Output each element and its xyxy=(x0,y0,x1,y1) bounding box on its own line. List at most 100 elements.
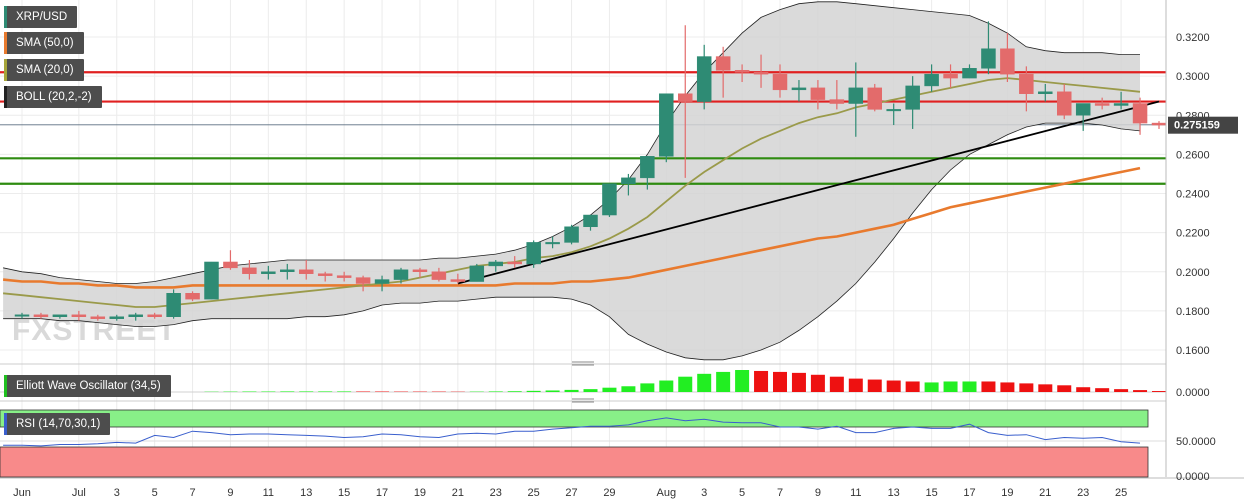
candle-6 xyxy=(128,312,143,321)
ewo-bar-49 xyxy=(943,381,958,392)
candle-body-48 xyxy=(924,73,939,87)
legend-label-ewo: Elliott Wave Oscillator (34,5) xyxy=(16,380,161,392)
x-tick-21: 11 xyxy=(850,487,861,499)
legend-sma20[interactable]: SMA (20,0) xyxy=(4,59,84,81)
legend-xrpusd[interactable]: XRP/USD xyxy=(4,6,78,28)
candle-body-57 xyxy=(1094,103,1110,106)
ewo-bar-54 xyxy=(1038,384,1053,392)
candle-51 xyxy=(981,21,996,75)
legend-ewo[interactable]: Elliott Wave Oscillator (34,5) xyxy=(4,375,171,397)
candle-14 xyxy=(280,263,295,280)
ewo-bar-26 xyxy=(507,391,522,392)
candle-5 xyxy=(109,314,124,321)
ewo-bar-29 xyxy=(564,389,579,392)
x-tick-24: 17 xyxy=(963,487,975,499)
legend-rsi[interactable]: RSI (14,70,30,1) xyxy=(4,413,111,435)
candle-body-38 xyxy=(734,70,750,73)
candle-47 xyxy=(905,76,920,129)
candle-body-35 xyxy=(678,93,693,102)
candle-body-47 xyxy=(905,85,920,110)
candle-body-12 xyxy=(242,267,257,274)
x-tick-5: 9 xyxy=(227,487,233,499)
x-tick-3: 5 xyxy=(152,487,158,499)
legend-label-sma20: SMA (20,0) xyxy=(16,64,74,76)
candle-body-0 xyxy=(14,314,30,317)
candle-body-8 xyxy=(166,293,181,317)
candle-body-36 xyxy=(696,56,712,102)
ewo-bar-46 xyxy=(886,380,901,392)
x-tick-28: 25 xyxy=(1115,487,1127,499)
ewo-bar-56 xyxy=(1076,387,1091,392)
legend-boll[interactable]: BOLL (20,2,-2) xyxy=(4,86,102,108)
candle-33 xyxy=(640,156,655,190)
boll-lower xyxy=(3,122,1141,361)
x-tick-23: 15 xyxy=(925,487,937,499)
candle-8 xyxy=(166,289,181,319)
candle-17 xyxy=(336,271,352,282)
candle-0 xyxy=(14,312,30,319)
y-tick-main-6: 0.2000 xyxy=(1176,267,1210,279)
candle-body-9 xyxy=(185,293,200,300)
candle-36 xyxy=(696,44,712,110)
candle-body-21 xyxy=(412,269,428,273)
candle-42 xyxy=(810,80,826,110)
ewo-bar-36 xyxy=(697,373,712,392)
current-price-box xyxy=(1168,116,1238,134)
candle-body-37 xyxy=(715,56,731,71)
legend-sma50[interactable]: SMA (50,0) xyxy=(4,32,84,54)
moving-averages xyxy=(2,77,1141,308)
ewo-bar-44 xyxy=(848,378,863,392)
candle-15 xyxy=(299,260,314,280)
legend-swatch-boll xyxy=(4,86,7,108)
candle-45 xyxy=(867,83,882,112)
sma20-line xyxy=(3,77,1141,308)
candle-body-32 xyxy=(621,177,636,184)
candle-body-14 xyxy=(280,269,295,273)
ewo-bar-48 xyxy=(924,382,939,392)
x-tick-7: 13 xyxy=(300,487,312,499)
candle-body-25 xyxy=(488,261,503,267)
candle-body-19 xyxy=(374,279,390,284)
candle-12 xyxy=(242,260,257,280)
legend-label-xrpusd: XRP/USD xyxy=(16,11,68,23)
ewo-bar-35 xyxy=(678,376,693,392)
ewo-bar-55 xyxy=(1057,385,1072,392)
candle-38 xyxy=(734,64,750,82)
candle-48 xyxy=(924,64,939,92)
candle-body-6 xyxy=(128,314,143,317)
legend-swatch-ewo xyxy=(4,375,7,397)
ewo-bar-51 xyxy=(981,381,996,392)
candle-18 xyxy=(355,275,371,292)
candle-body-53 xyxy=(1019,73,1034,94)
y-tick-main-3: 0.2600 xyxy=(1176,149,1210,161)
y-tick-main-5: 0.2200 xyxy=(1176,228,1210,240)
ewo-bar-14 xyxy=(280,391,295,392)
x-tick-25: 19 xyxy=(1001,487,1013,499)
current-price-tag: 0.275159 xyxy=(1168,116,1238,134)
candle-49 xyxy=(943,64,958,88)
ewo-bar-60 xyxy=(1152,391,1166,392)
candle-body-44 xyxy=(848,87,864,104)
ewo-bar-25 xyxy=(488,391,503,392)
candle-body-40 xyxy=(772,73,788,91)
candle-body-56 xyxy=(1075,103,1091,116)
candle-body-24 xyxy=(469,265,485,282)
ewo-bar-16 xyxy=(318,391,333,392)
x-tick-17: 3 xyxy=(701,487,707,499)
x-tick-8: 15 xyxy=(338,487,350,499)
candle-39 xyxy=(753,54,769,88)
rsi-line xyxy=(3,417,1141,447)
y-tick-main-4: 0.2400 xyxy=(1176,189,1210,201)
legend-label-rsi: RSI (14,70,30,1) xyxy=(16,418,101,430)
trendline xyxy=(457,100,1160,285)
ewo-bar-33 xyxy=(640,383,655,392)
candle-body-55 xyxy=(1057,91,1072,116)
candle-body-11 xyxy=(223,261,238,269)
x-tick-10: 19 xyxy=(414,487,426,499)
x-tick-20: 9 xyxy=(815,487,821,499)
candle-body-29 xyxy=(564,226,579,243)
ascending-trendline xyxy=(457,100,1160,285)
rsi-panel xyxy=(0,398,1166,478)
ewo-bar-47 xyxy=(905,381,920,392)
